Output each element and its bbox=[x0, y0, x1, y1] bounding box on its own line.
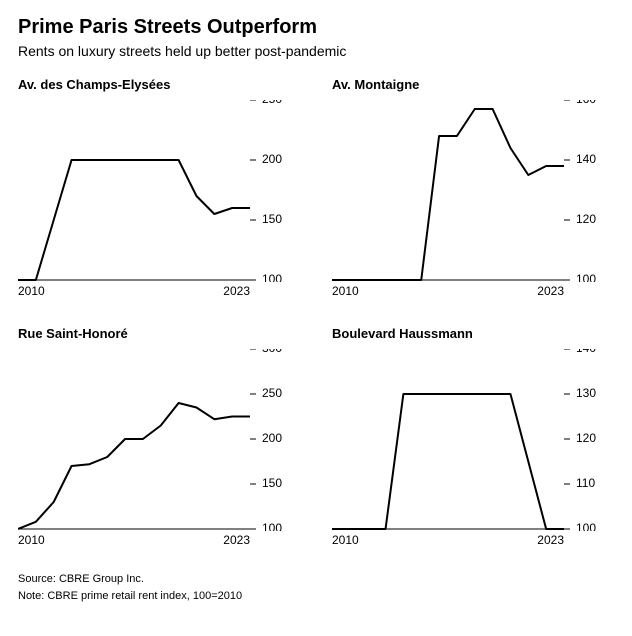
y-tick-label: 160 bbox=[576, 100, 596, 106]
x-axis-labels: 2010 2023 bbox=[332, 284, 612, 298]
y-tick-label: 150 bbox=[262, 476, 282, 490]
chart-svg: 100 150 200 250 300 bbox=[18, 349, 298, 531]
y-tick-label: 140 bbox=[576, 152, 596, 166]
footer-source: Source: CBRE Group Inc. bbox=[18, 571, 614, 588]
chart-panel-saint-honore: Rue Saint-Honoré 100 150 200 250 300 2010 2023 bbox=[18, 326, 300, 547]
y-tick-label: 120 bbox=[576, 212, 596, 226]
x-tick-label: 2023 bbox=[537, 533, 564, 547]
data-line bbox=[332, 109, 564, 280]
y-tick-label: 100 bbox=[576, 272, 596, 282]
panel-title: Boulevard Haussmann bbox=[332, 326, 614, 341]
chart-panel-haussmann: Boulevard Haussmann100110120130140201020… bbox=[332, 326, 614, 547]
x-tick-label: 2023 bbox=[223, 533, 250, 547]
x-axis-labels: 2010 2023 bbox=[18, 284, 298, 298]
y-tick-label: 100 bbox=[262, 521, 282, 531]
data-line bbox=[18, 160, 250, 280]
x-axis-labels: 2010 2023 bbox=[18, 533, 298, 547]
chart-panel-montaigne: Av. Montaigne 100 120 140 160 2010 2023 bbox=[332, 77, 614, 298]
footer-note: Note: CBRE prime retail rent index, 100=… bbox=[18, 588, 614, 605]
x-tick-label: 2010 bbox=[332, 533, 359, 547]
chart-svg: 100 150 200 250 bbox=[18, 100, 298, 282]
panel-title: Av. Montaigne bbox=[332, 77, 614, 92]
y-tick-label: 130 bbox=[576, 386, 596, 400]
y-tick-label: 250 bbox=[262, 386, 282, 400]
y-tick-label: 250 bbox=[262, 100, 282, 106]
chart-wrap: 100 110 120 130 140 bbox=[332, 349, 614, 529]
y-tick-label: 300 bbox=[262, 349, 282, 355]
y-tick-label: 140 bbox=[576, 349, 596, 355]
chart-grid: Av. des Champs-Elysées100150200250201020… bbox=[18, 77, 614, 547]
chart-panel-champs-elysees: Av. des Champs-Elysées100150200250201020… bbox=[18, 77, 300, 298]
data-line bbox=[332, 394, 564, 529]
chart-svg: 100 120 140 160 bbox=[332, 100, 612, 282]
data-line bbox=[18, 403, 250, 529]
chart-wrap: 100 150 200 250 bbox=[18, 100, 300, 280]
footer: Source: CBRE Group Inc. Note: CBRE prime… bbox=[18, 571, 614, 604]
y-tick-label: 200 bbox=[262, 152, 282, 166]
panel-title: Rue Saint-Honoré bbox=[18, 326, 300, 341]
x-tick-label: 2023 bbox=[223, 284, 250, 298]
x-tick-label: 2010 bbox=[332, 284, 359, 298]
chart-wrap: 100 150 200 250 300 bbox=[18, 349, 300, 529]
page-subtitle: Rents on luxury streets held up better p… bbox=[18, 43, 614, 59]
panel-title: Av. des Champs-Elysées bbox=[18, 77, 300, 92]
chart-svg: 100 110 120 130 140 bbox=[332, 349, 612, 531]
x-axis-labels: 2010 2023 bbox=[332, 533, 612, 547]
page-title: Prime Paris Streets Outperform bbox=[18, 16, 614, 39]
y-tick-label: 100 bbox=[262, 272, 282, 282]
chart-wrap: 100 120 140 160 bbox=[332, 100, 614, 280]
y-tick-label: 100 bbox=[576, 521, 596, 531]
x-tick-label: 2010 bbox=[18, 284, 45, 298]
x-tick-label: 2010 bbox=[18, 533, 45, 547]
y-tick-label: 110 bbox=[576, 476, 595, 490]
y-tick-label: 120 bbox=[576, 431, 596, 445]
y-tick-label: 150 bbox=[262, 212, 282, 226]
y-tick-label: 200 bbox=[262, 431, 282, 445]
x-tick-label: 2023 bbox=[537, 284, 564, 298]
